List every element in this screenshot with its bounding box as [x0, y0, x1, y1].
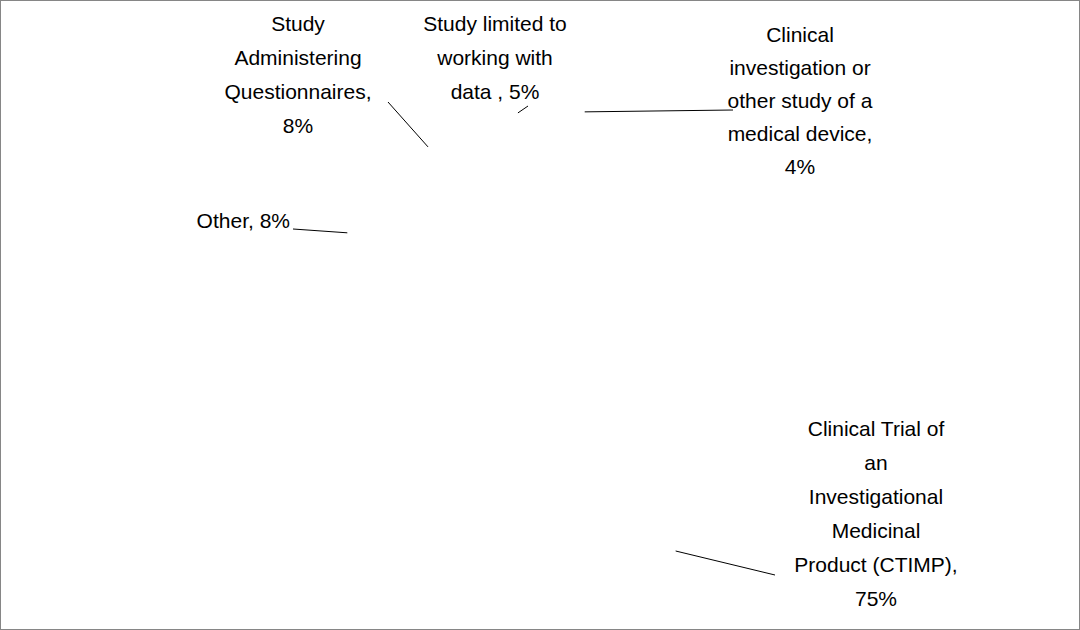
- category-label: data ,: [451, 80, 504, 103]
- data-label: Product (CTIMP),: [794, 553, 957, 576]
- category-label: Study limited to: [423, 12, 567, 35]
- data-label: Questionnaires,: [224, 80, 371, 103]
- leader-line: [518, 106, 528, 113]
- leader-line: [388, 102, 428, 147]
- pie-slice: [382, 122, 555, 347]
- category-label: investigation or: [729, 56, 870, 79]
- category-label: Administering: [234, 46, 361, 69]
- category-label: Medicinal: [832, 519, 921, 542]
- pie-slice: [555, 110, 614, 347]
- category-label: Investigational: [809, 485, 943, 508]
- leader-line: [293, 229, 347, 233]
- value-label: 8%: [283, 114, 313, 137]
- category-label: Clinical: [766, 23, 834, 46]
- data-label: data , 5%: [451, 80, 540, 103]
- value-label: 5%: [503, 80, 539, 103]
- category-label: Clinical Trial of: [808, 417, 945, 440]
- data-label: medical device,: [728, 122, 873, 145]
- data-label: Administering: [234, 46, 361, 69]
- category-label: other study of a: [728, 89, 873, 112]
- data-label: working with: [436, 46, 553, 69]
- data-label: Investigational: [809, 485, 943, 508]
- data-label: Study limited to: [423, 12, 567, 35]
- category-label: Questionnaires,: [224, 80, 371, 103]
- category-label: Study: [271, 12, 325, 35]
- leader-line: [676, 551, 775, 575]
- category-label: working with: [436, 46, 553, 69]
- data-label: Study: [271, 12, 325, 35]
- pie-slice: [482, 110, 555, 347]
- chart-frame: [1, 1, 1080, 630]
- category-label: medical device,: [728, 122, 873, 145]
- leader-line: [585, 110, 733, 112]
- data-label: other study of a: [728, 89, 873, 112]
- data-label: Clinical: [766, 23, 834, 46]
- data-label: Medicinal: [832, 519, 921, 542]
- pie-slice: [325, 185, 555, 347]
- value-label: 8%: [254, 209, 290, 232]
- data-label: Other, 8%: [197, 209, 290, 232]
- pie-slice: [318, 117, 792, 584]
- data-label: an: [864, 451, 887, 474]
- data-label: Clinical Trial of: [808, 417, 945, 440]
- category-label: Product (CTIMP),: [794, 553, 957, 576]
- value-label: 4%: [785, 155, 815, 178]
- plot-area: [318, 110, 792, 584]
- category-label: Other,: [197, 209, 254, 232]
- chart: Clinical investigation or other study of a…: [0, 0, 1080, 630]
- data-label: investigation or: [729, 56, 870, 79]
- value-label: 75%: [855, 587, 897, 610]
- category-label: an: [864, 451, 887, 474]
- data-labels: Clinical investigation or other study of a…: [197, 12, 958, 610]
